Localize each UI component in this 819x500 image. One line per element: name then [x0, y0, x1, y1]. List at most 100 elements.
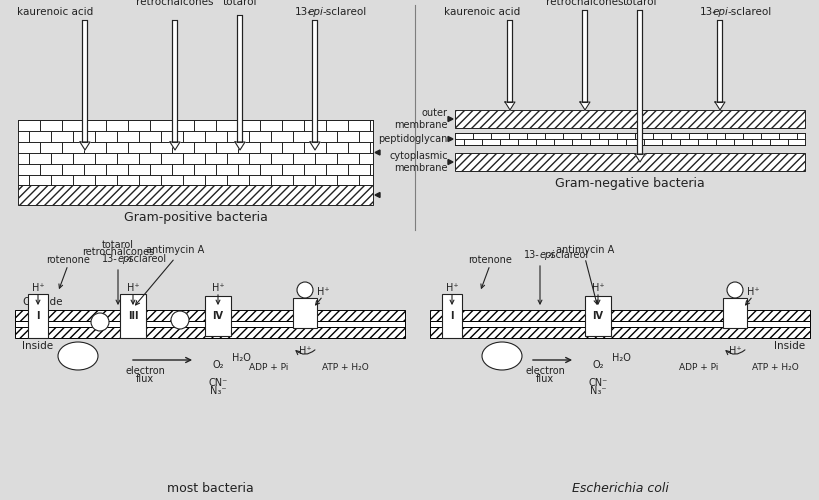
Text: kaurenoic acid: kaurenoic acid	[17, 7, 93, 17]
Text: I: I	[36, 311, 39, 321]
Text: H⁺: H⁺	[298, 346, 311, 356]
Text: Gram-positive bacteria: Gram-positive bacteria	[124, 211, 267, 224]
Text: most bacteria: most bacteria	[166, 482, 253, 495]
Text: ATP + H₂O: ATP + H₂O	[751, 363, 798, 372]
Text: II: II	[75, 351, 81, 361]
Circle shape	[171, 311, 188, 329]
Bar	[238, 15, 242, 142]
Text: totarol: totarol	[102, 240, 133, 250]
Bar	[722, 298, 746, 328]
Text: N₃⁻: N₃⁻	[589, 386, 605, 396]
Bar	[15, 321, 405, 327]
Text: 13-: 13-	[523, 250, 540, 260]
Text: epi: epi	[118, 254, 133, 264]
Text: rotenone: rotenone	[468, 255, 511, 265]
Text: -sclareol: -sclareol	[727, 7, 771, 17]
Text: antimycin A: antimycin A	[146, 245, 204, 255]
Text: H⁺: H⁺	[316, 287, 329, 297]
Text: O₂: O₂	[212, 360, 224, 370]
Bar	[15, 327, 405, 338]
Text: H⁺: H⁺	[446, 283, 458, 293]
Text: 13-: 13-	[699, 7, 716, 17]
Text: Escherichia coli: Escherichia coli	[571, 482, 667, 495]
Polygon shape	[447, 136, 452, 141]
Polygon shape	[447, 160, 452, 164]
Text: c: c	[178, 316, 182, 324]
Text: retrochalcones: retrochalcones	[82, 247, 154, 257]
Text: antimycin A: antimycin A	[555, 245, 613, 255]
Text: H⁺: H⁺	[728, 346, 740, 356]
Text: -sclareol: -sclareol	[126, 254, 167, 264]
Text: electron: electron	[524, 366, 564, 376]
Text: epi: epi	[540, 250, 554, 260]
Text: ATP + H₂O: ATP + H₂O	[322, 363, 369, 372]
Bar	[441, 294, 461, 338]
Bar	[120, 294, 146, 338]
Text: H⁺: H⁺	[126, 283, 139, 293]
Ellipse shape	[482, 342, 522, 370]
Polygon shape	[374, 150, 379, 155]
Polygon shape	[310, 142, 319, 150]
Text: II: II	[498, 351, 505, 361]
Text: rotenone: rotenone	[46, 255, 90, 265]
Bar	[584, 296, 610, 336]
Text: Inside: Inside	[22, 341, 53, 351]
Bar	[429, 310, 809, 321]
Text: H₂O: H₂O	[611, 353, 630, 363]
Bar	[83, 20, 88, 142]
Text: IV: IV	[592, 311, 603, 321]
Polygon shape	[634, 154, 645, 162]
Circle shape	[91, 313, 109, 331]
Circle shape	[296, 282, 313, 298]
Text: Gram-negative bacteria: Gram-negative bacteria	[554, 177, 704, 190]
Bar	[581, 10, 586, 102]
Text: flux: flux	[136, 374, 154, 384]
Bar	[15, 310, 405, 321]
Bar	[18, 120, 373, 185]
Bar	[507, 20, 512, 102]
Bar	[455, 110, 804, 128]
Bar	[172, 20, 177, 142]
Text: peptidoglycan: peptidoglycan	[378, 134, 447, 144]
Polygon shape	[170, 142, 180, 150]
Text: -sclareol: -sclareol	[323, 7, 367, 17]
Text: epi: epi	[308, 7, 324, 17]
Text: 13-: 13-	[295, 7, 311, 17]
Text: 13-: 13-	[102, 254, 118, 264]
Text: H₂O: H₂O	[231, 353, 250, 363]
Text: totarol: totarol	[622, 0, 657, 7]
Polygon shape	[235, 142, 245, 150]
Ellipse shape	[58, 342, 98, 370]
Bar	[292, 298, 317, 328]
Bar	[455, 153, 804, 171]
Text: IV: IV	[212, 311, 224, 321]
Text: ADP + Pi: ADP + Pi	[248, 363, 287, 372]
Bar	[429, 321, 809, 327]
Bar	[455, 133, 804, 145]
Text: O₂: O₂	[591, 360, 603, 370]
Text: III: III	[128, 311, 138, 321]
Polygon shape	[579, 102, 590, 110]
Polygon shape	[505, 102, 514, 110]
Text: H⁺: H⁺	[591, 283, 604, 293]
Text: I: I	[450, 311, 453, 321]
Text: electron: electron	[125, 366, 165, 376]
Text: -sclareol: -sclareol	[547, 250, 588, 260]
Bar	[429, 327, 809, 338]
Text: H⁺: H⁺	[32, 283, 44, 293]
Text: Outside: Outside	[22, 297, 62, 307]
Text: N₃⁻: N₃⁻	[210, 386, 226, 396]
Circle shape	[726, 282, 742, 298]
Text: H⁺: H⁺	[211, 283, 224, 293]
Text: kaurenoic acid: kaurenoic acid	[443, 7, 519, 17]
Bar	[28, 294, 48, 338]
Polygon shape	[714, 102, 724, 110]
Polygon shape	[447, 116, 452, 121]
Text: outer
membrane: outer membrane	[394, 108, 447, 130]
Text: retrochalcones: retrochalcones	[136, 0, 214, 7]
Text: Inside: Inside	[773, 341, 804, 351]
Text: CN⁻: CN⁻	[208, 378, 228, 388]
Polygon shape	[374, 192, 379, 198]
Polygon shape	[80, 142, 90, 150]
Text: ADP + Pi: ADP + Pi	[678, 363, 717, 372]
